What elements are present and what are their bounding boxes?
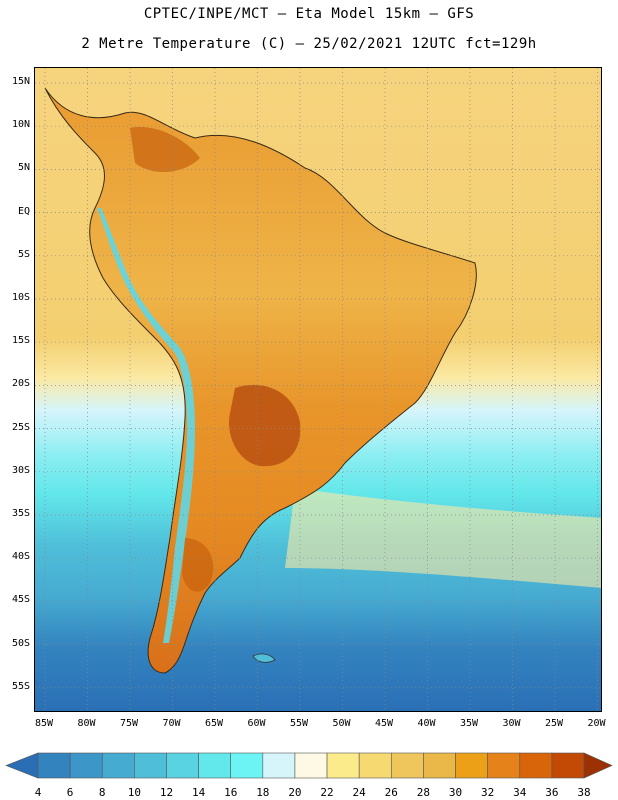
colorbar-cell — [551, 752, 585, 779]
lon-label-80W: 80W — [77, 718, 96, 729]
patagonia-hot-zone — [182, 538, 214, 592]
lon-label-50W: 50W — [332, 718, 351, 729]
colorbar-cell — [101, 752, 135, 779]
lat-label-20S: 20S — [11, 378, 30, 390]
colorbar-label: 10 — [127, 786, 141, 799]
colorbar-label: 34 — [513, 786, 527, 799]
falkland-islands — [252, 653, 276, 663]
colorbar-cell — [423, 752, 456, 779]
lon-label-60W: 60W — [247, 718, 266, 729]
northern-hot-zone — [130, 127, 200, 173]
south-america-landmass — [44, 87, 477, 674]
colorbar-cell — [134, 752, 167, 779]
atlantic-warm-band — [285, 488, 601, 588]
chart-subtitle: 2 Metre Temperature (C) – 25/02/2021 12U… — [81, 36, 537, 52]
colorbar-label: 18 — [256, 786, 270, 799]
temperature-map[interactable] — [35, 68, 602, 712]
lat-label-5N: 5N — [17, 162, 30, 174]
lon-label-30W: 30W — [502, 718, 521, 729]
colorbar — [5, 752, 613, 779]
colorbar-cell — [390, 752, 424, 779]
map-frame[interactable] — [34, 67, 602, 712]
lon-label-40W: 40W — [417, 718, 436, 729]
lat-label-40S: 40S — [11, 551, 30, 563]
colorbar-min-arrow — [5, 752, 39, 779]
lat-label-15S: 15S — [11, 335, 30, 347]
lon-label-70W: 70W — [162, 718, 181, 729]
lon-label-20W: 20W — [587, 718, 606, 729]
colorbar-cell — [519, 752, 553, 779]
lon-label-75W: 75W — [119, 718, 139, 729]
lat-label-15N: 15N — [11, 76, 30, 87]
lon-label-65W: 65W — [204, 718, 224, 729]
colorbar-cell — [358, 752, 392, 779]
colorbar-label: 32 — [481, 786, 495, 799]
lon-label-85W: 85W — [34, 718, 54, 729]
colorbar-cell — [262, 752, 296, 779]
colorbar-label: 38 — [577, 786, 591, 799]
colorbar-cell — [37, 752, 71, 779]
colorbar-cell — [326, 752, 360, 779]
colorbar-label: 4 — [34, 786, 42, 799]
lat-label-45S: 45S — [11, 594, 30, 606]
colorbar-label: 30 — [448, 786, 463, 799]
colorbar-label: 8 — [98, 786, 106, 799]
lat-label-10S: 10S — [11, 292, 30, 303]
colorbar-cell — [487, 752, 521, 779]
colorbar-label: 14 — [191, 786, 206, 799]
colorbar-label: 16 — [224, 786, 238, 799]
chart-title: CPTEC/INPE/MCT – Eta Model 15km – GFS — [143, 6, 475, 22]
lat-label-35S: 35S — [11, 508, 30, 519]
colorbar-label: 12 — [159, 786, 174, 799]
lat-label-30S: 30S — [11, 464, 30, 476]
lat-label-EQ: EQ — [17, 205, 30, 217]
lat-label-10N: 10N — [11, 119, 30, 131]
colorbar-cell — [455, 752, 488, 779]
colorbar-label: 22 — [320, 786, 334, 799]
colorbar-label: 24 — [352, 786, 366, 799]
lon-label-45W: 45W — [374, 718, 394, 729]
lat-label-5S: 5S — [17, 248, 30, 260]
lon-label-55W: 55W — [289, 718, 309, 729]
colorbar-label: 6 — [66, 786, 74, 799]
colorbar-label: 28 — [416, 786, 431, 799]
colorbar-label: 20 — [288, 786, 302, 799]
colorbar-cell — [69, 752, 103, 779]
lat-label-50S: 50S — [11, 637, 30, 649]
colorbar-cell — [166, 752, 199, 779]
lon-label-25W: 25W — [544, 718, 564, 729]
lon-label-35W: 35W — [459, 718, 479, 729]
colorbar-cell — [294, 752, 328, 779]
lat-label-55S: 55S — [11, 680, 30, 692]
lat-label-25S: 25S — [11, 421, 30, 433]
colorbar-label: 26 — [384, 786, 398, 799]
graticule — [35, 68, 601, 711]
colorbar-cell — [230, 752, 264, 779]
colorbar-label: 36 — [545, 786, 559, 799]
colorbar-max-arrow — [583, 752, 613, 779]
gran-chaco-hot-zone — [229, 384, 301, 467]
colorbar-cell — [198, 752, 232, 779]
